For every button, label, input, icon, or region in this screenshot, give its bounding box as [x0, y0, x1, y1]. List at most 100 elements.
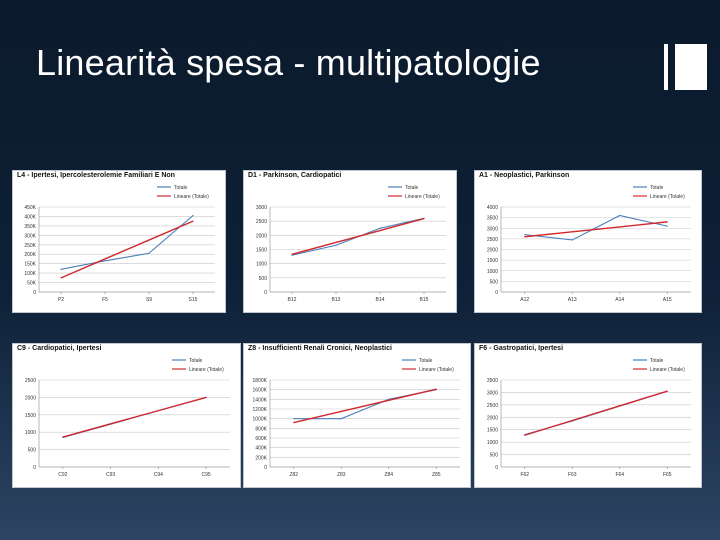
data-point — [340, 418, 342, 420]
y-tick-label: 150K — [24, 262, 36, 268]
data-point — [524, 434, 526, 436]
data-point — [335, 241, 337, 244]
data-point — [379, 229, 381, 232]
y-tick-label: 450K — [24, 205, 36, 211]
x-tick-label: F64 — [615, 472, 624, 478]
data-point — [60, 277, 62, 279]
x-tick-label: B15 — [420, 297, 429, 303]
data-point — [666, 225, 668, 227]
y-tick-label: 3000 — [487, 226, 498, 232]
data-point — [379, 227, 381, 229]
y-tick-label: 2000 — [487, 415, 498, 421]
data-point — [293, 421, 295, 424]
data-point — [340, 410, 342, 413]
x-tick-label: Z82 — [289, 472, 298, 478]
data-point — [192, 220, 194, 222]
series-line-lineare — [524, 221, 668, 238]
legend-label: Lineare (Totale) — [405, 194, 440, 200]
y-tick-label: 1000K — [253, 417, 268, 423]
data-point — [619, 226, 621, 228]
slide-title: Linearità spesa - multipatologie — [36, 42, 541, 83]
legend-label: Totale — [405, 185, 419, 191]
series-line-totale — [524, 214, 668, 241]
chart-panel-a1: A1 - Neoplastici, Parkinson 0 500 1000 1500… — [474, 170, 702, 313]
x-tick-label: A13 — [568, 297, 577, 303]
series-line-totale — [60, 215, 194, 270]
legend-label: Lineare (Totale) — [189, 367, 224, 373]
legend-label: Totale — [189, 358, 203, 364]
data-point — [524, 236, 526, 238]
y-tick-label: 2000 — [256, 233, 267, 239]
y-tick-label: 500 — [490, 453, 499, 459]
chart-panel-d1: D1 - Parkinson, Cardiopatici 0 500 1000 150… — [243, 170, 457, 313]
y-tick-label: 2500 — [25, 378, 36, 384]
chart-panel-z8: Z8 - Insufficienti Renali Cronici, Neopl… — [243, 343, 471, 488]
y-tick-label: 3000 — [487, 390, 498, 396]
data-point — [571, 231, 573, 233]
chart-title: F6 - Gastropatici, Ipertesi — [479, 345, 564, 352]
chart-title: C9 - Cardiopatici, Ipertesi — [17, 345, 102, 352]
y-tick-label: 3500 — [487, 216, 498, 222]
y-tick-label: 500 — [28, 448, 37, 454]
data-point — [571, 239, 573, 241]
data-point — [435, 388, 437, 390]
chart-title: A1 - Neoplastici, Parkinson — [479, 172, 570, 179]
data-point — [104, 258, 106, 260]
line-chart: 0 500 1000 1500 2000 2500 3000 B12 B13 B14 B15 Tota… — [256, 185, 446, 303]
legend-label: Lineare (Totale) — [419, 367, 454, 373]
y-tick-label: 1600K — [253, 388, 268, 394]
line-chart: 0 50K 100K 150K 200K 250K 300K 350K 400K 450K P2 F5… — [24, 185, 215, 303]
x-tick-label: A15 — [663, 297, 672, 303]
data-point — [205, 396, 207, 398]
y-tick-label: 0 — [33, 290, 36, 296]
y-tick-label: 400K — [255, 446, 267, 452]
y-tick-label: 1500 — [487, 428, 498, 434]
x-tick-label: F65 — [663, 472, 672, 478]
legend-label: Totale — [650, 185, 664, 191]
x-tick-label: S9 — [146, 297, 152, 303]
y-tick-label: 250K — [24, 243, 36, 249]
y-tick-label: 3000 — [256, 205, 267, 211]
chart-panel-c9: C9 - Cardiopatici, Ipertesi 0 500 1000 1500… — [12, 343, 241, 488]
y-tick-label: 2500 — [487, 403, 498, 409]
x-tick-label: C95 — [202, 472, 211, 478]
line-chart: 0 200K 400K 600K 800K 1000K 1200K 1400K 1600K 180… — [253, 358, 460, 478]
data-point — [148, 239, 150, 241]
y-tick-label: 1500 — [256, 248, 267, 254]
data-point — [291, 253, 293, 255]
series-line-lineare — [524, 390, 668, 436]
y-tick-label: 1800K — [253, 378, 268, 384]
y-tick-label: 50K — [27, 281, 37, 287]
legend-label: Lineare (Totale) — [650, 367, 685, 373]
x-tick-label: C92 — [58, 472, 67, 478]
data-point — [619, 214, 621, 217]
legend-label: Totale — [174, 185, 188, 191]
series-line-lineare — [60, 220, 194, 279]
x-tick-label: F5 — [102, 297, 108, 303]
series-line-lineare — [293, 388, 437, 424]
line-chart: 0 500 1000 1500 2000 2500 3000 3500 4000 A12 A13 A1… — [487, 185, 691, 303]
chart-title: Z8 - Insufficienti Renali Cronici, Neopl… — [248, 345, 392, 352]
series-line-lineare — [291, 217, 425, 255]
y-tick-label: 200K — [255, 455, 267, 461]
y-tick-label: 500 — [490, 279, 499, 285]
legend-label: Lineare (Totale) — [650, 194, 685, 200]
x-tick-label: F62 — [520, 472, 529, 478]
data-point — [110, 423, 112, 425]
data-point — [524, 234, 526, 236]
y-tick-label: 1000 — [487, 440, 498, 446]
y-tick-label: 1500 — [487, 258, 498, 264]
x-tick-label: C94 — [154, 472, 163, 478]
y-tick-label: 2000 — [25, 395, 36, 401]
x-tick-label: Z85 — [432, 472, 441, 478]
data-point — [104, 260, 106, 262]
data-point — [157, 410, 159, 412]
x-tick-label: B12 — [288, 297, 297, 303]
y-tick-label: 600K — [255, 436, 267, 442]
y-tick-label: 3500 — [487, 378, 498, 384]
data-point — [388, 399, 390, 401]
y-tick-label: 1400K — [253, 397, 268, 403]
x-tick-label: P2 — [58, 297, 64, 303]
y-tick-label: 2000 — [487, 248, 498, 254]
y-tick-label: 0 — [264, 290, 267, 296]
